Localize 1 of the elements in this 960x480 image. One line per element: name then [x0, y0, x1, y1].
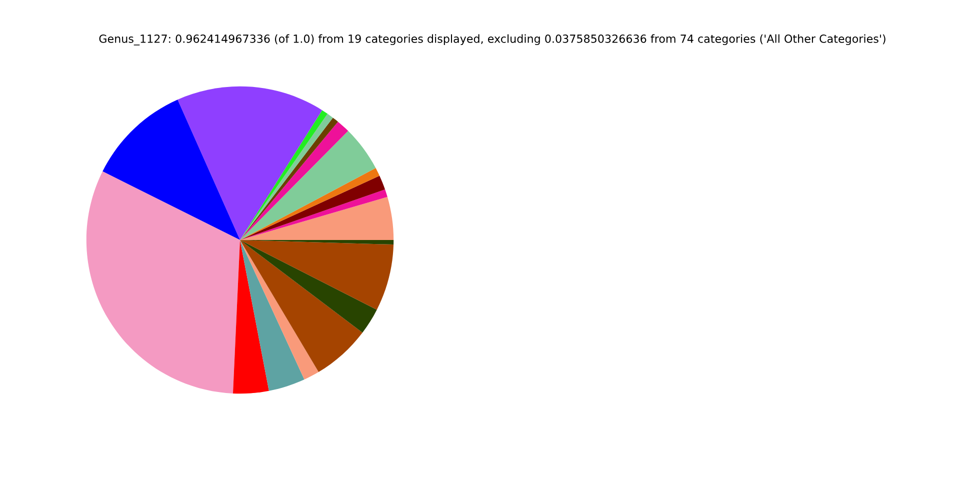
text: Genus_1127: 0.962414967336 (of 1.0) from 19 categories displayed, excluding 0.0375850326636 from 74 categories ('All Other Categories')	[99, 34, 886, 46]
